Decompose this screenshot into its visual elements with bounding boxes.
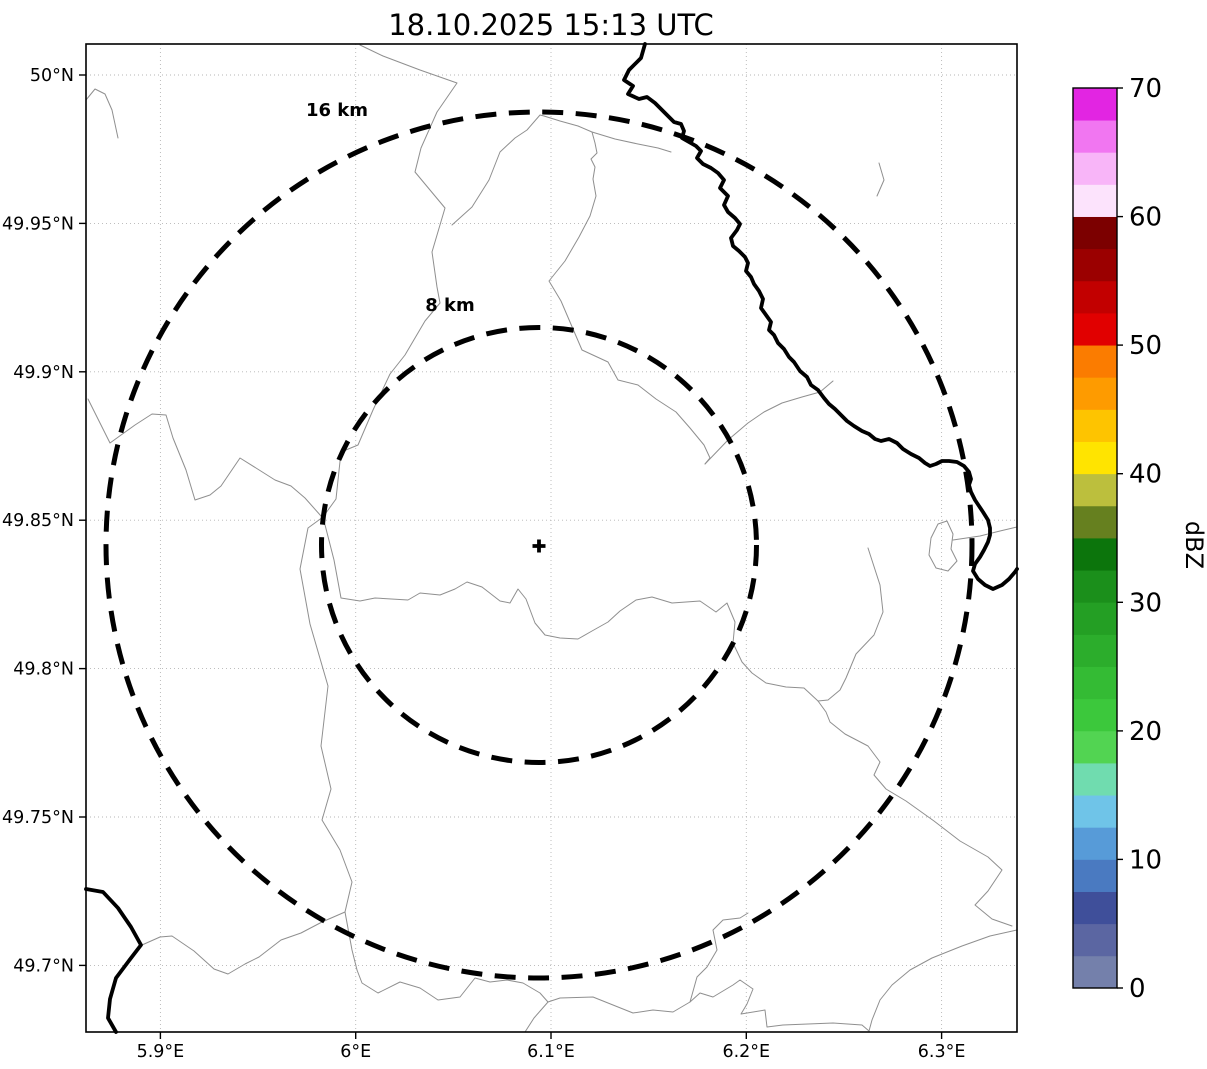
colorbar-segment [1073,216,1117,250]
y-tick-label: 49.95°N [2,214,74,234]
axis-tick-marks [79,74,943,1039]
colorbar-segment [1073,120,1117,153]
colorbar-segment [1073,859,1117,892]
colorbar-segment [1073,730,1117,764]
colorbar-segment [1073,602,1117,635]
x-tick-label: 6.1°E [527,1042,575,1062]
colorbar-segment [1073,827,1117,860]
colorbar-tick-label: 20 [1129,717,1162,747]
colorbar-segment [1073,280,1117,314]
colorbar-segments [1073,88,1117,989]
colorbar-tick-labels: 70 60 50 40 30 20 10 0 [1129,74,1162,1004]
plot-area [86,44,1017,1032]
y-tick-label: 49.85°N [2,511,74,531]
y-tick-label: 49.7°N [13,956,74,976]
range-ring-8km [319,325,759,765]
colorbar-tick-marks [1117,87,1123,989]
colorbar-segment [1073,313,1117,346]
graticule-grid [86,44,1017,1032]
colorbar-tick-label: 60 [1129,203,1162,233]
border-line-southwest [84,887,143,1034]
colorbar-segment [1073,538,1117,571]
range-ring-16km [103,109,975,981]
y-tick-label: 49.8°N [13,660,74,680]
colorbar-segment [1073,152,1117,185]
colorbar-segment [1073,795,1117,828]
colorbar-segment [1073,505,1117,539]
range-ring-8km-label: 8 km [425,295,475,316]
colorbar-tick-label: 70 [1129,74,1162,104]
colorbar-segment [1073,698,1117,732]
colorbar-tick-label: 50 [1129,331,1162,361]
colorbar-segment [1073,441,1117,475]
colorbar-segment [1073,763,1117,796]
x-tick-label: 5.9°E [137,1042,185,1062]
colorbar-unit-label: dBZ [1180,521,1207,569]
colorbar-segment [1073,473,1117,507]
x-axis-labels: 5.9°E 6°E 6.1°E 6.2°E 6.3°E [137,1042,966,1062]
colorbar-tick-label: 10 [1129,845,1162,875]
x-tick-label: 6.3°E [918,1042,966,1062]
y-tick-label: 49.75°N [2,808,74,828]
colorbar-segment [1073,184,1117,217]
colorbar-segment [1073,955,1117,989]
y-tick-label: 49.9°N [13,363,74,383]
colorbar-segment [1073,248,1117,282]
colorbar-segment [1073,409,1117,442]
colorbar-segment [1073,377,1117,410]
admin-boundary-lines [85,44,1018,1033]
colorbar-segment [1073,666,1117,700]
range-ring-16km-label: 16 km [306,100,368,121]
radar-center-marker [532,539,546,553]
plot-title: 18.10.2025 15:13 UTC [388,8,714,42]
y-axis-labels: 50°N 49.95°N 49.9°N 49.85°N 49.8°N 49.75… [2,66,74,976]
colorbar-segment [1073,570,1117,603]
colorbar-tick-label: 30 [1129,588,1162,618]
colorbar-tick-label: 0 [1129,974,1146,1004]
colorbar-segment [1073,88,1117,121]
colorbar-tick-label: 40 [1129,460,1162,490]
x-tick-label: 6.2°E [722,1042,770,1062]
colorbar-segment [1073,345,1117,378]
colorbar-segment [1073,923,1117,957]
river-line [622,42,1019,591]
colorbar: 70 60 50 40 30 20 10 0 dBZ [1072,74,1207,1004]
colorbar-segment [1073,891,1117,925]
colorbar-frame [1072,87,1118,989]
x-tick-label: 6°E [340,1042,371,1062]
y-tick-label: 50°N [30,66,74,86]
colorbar-segment [1073,634,1117,667]
